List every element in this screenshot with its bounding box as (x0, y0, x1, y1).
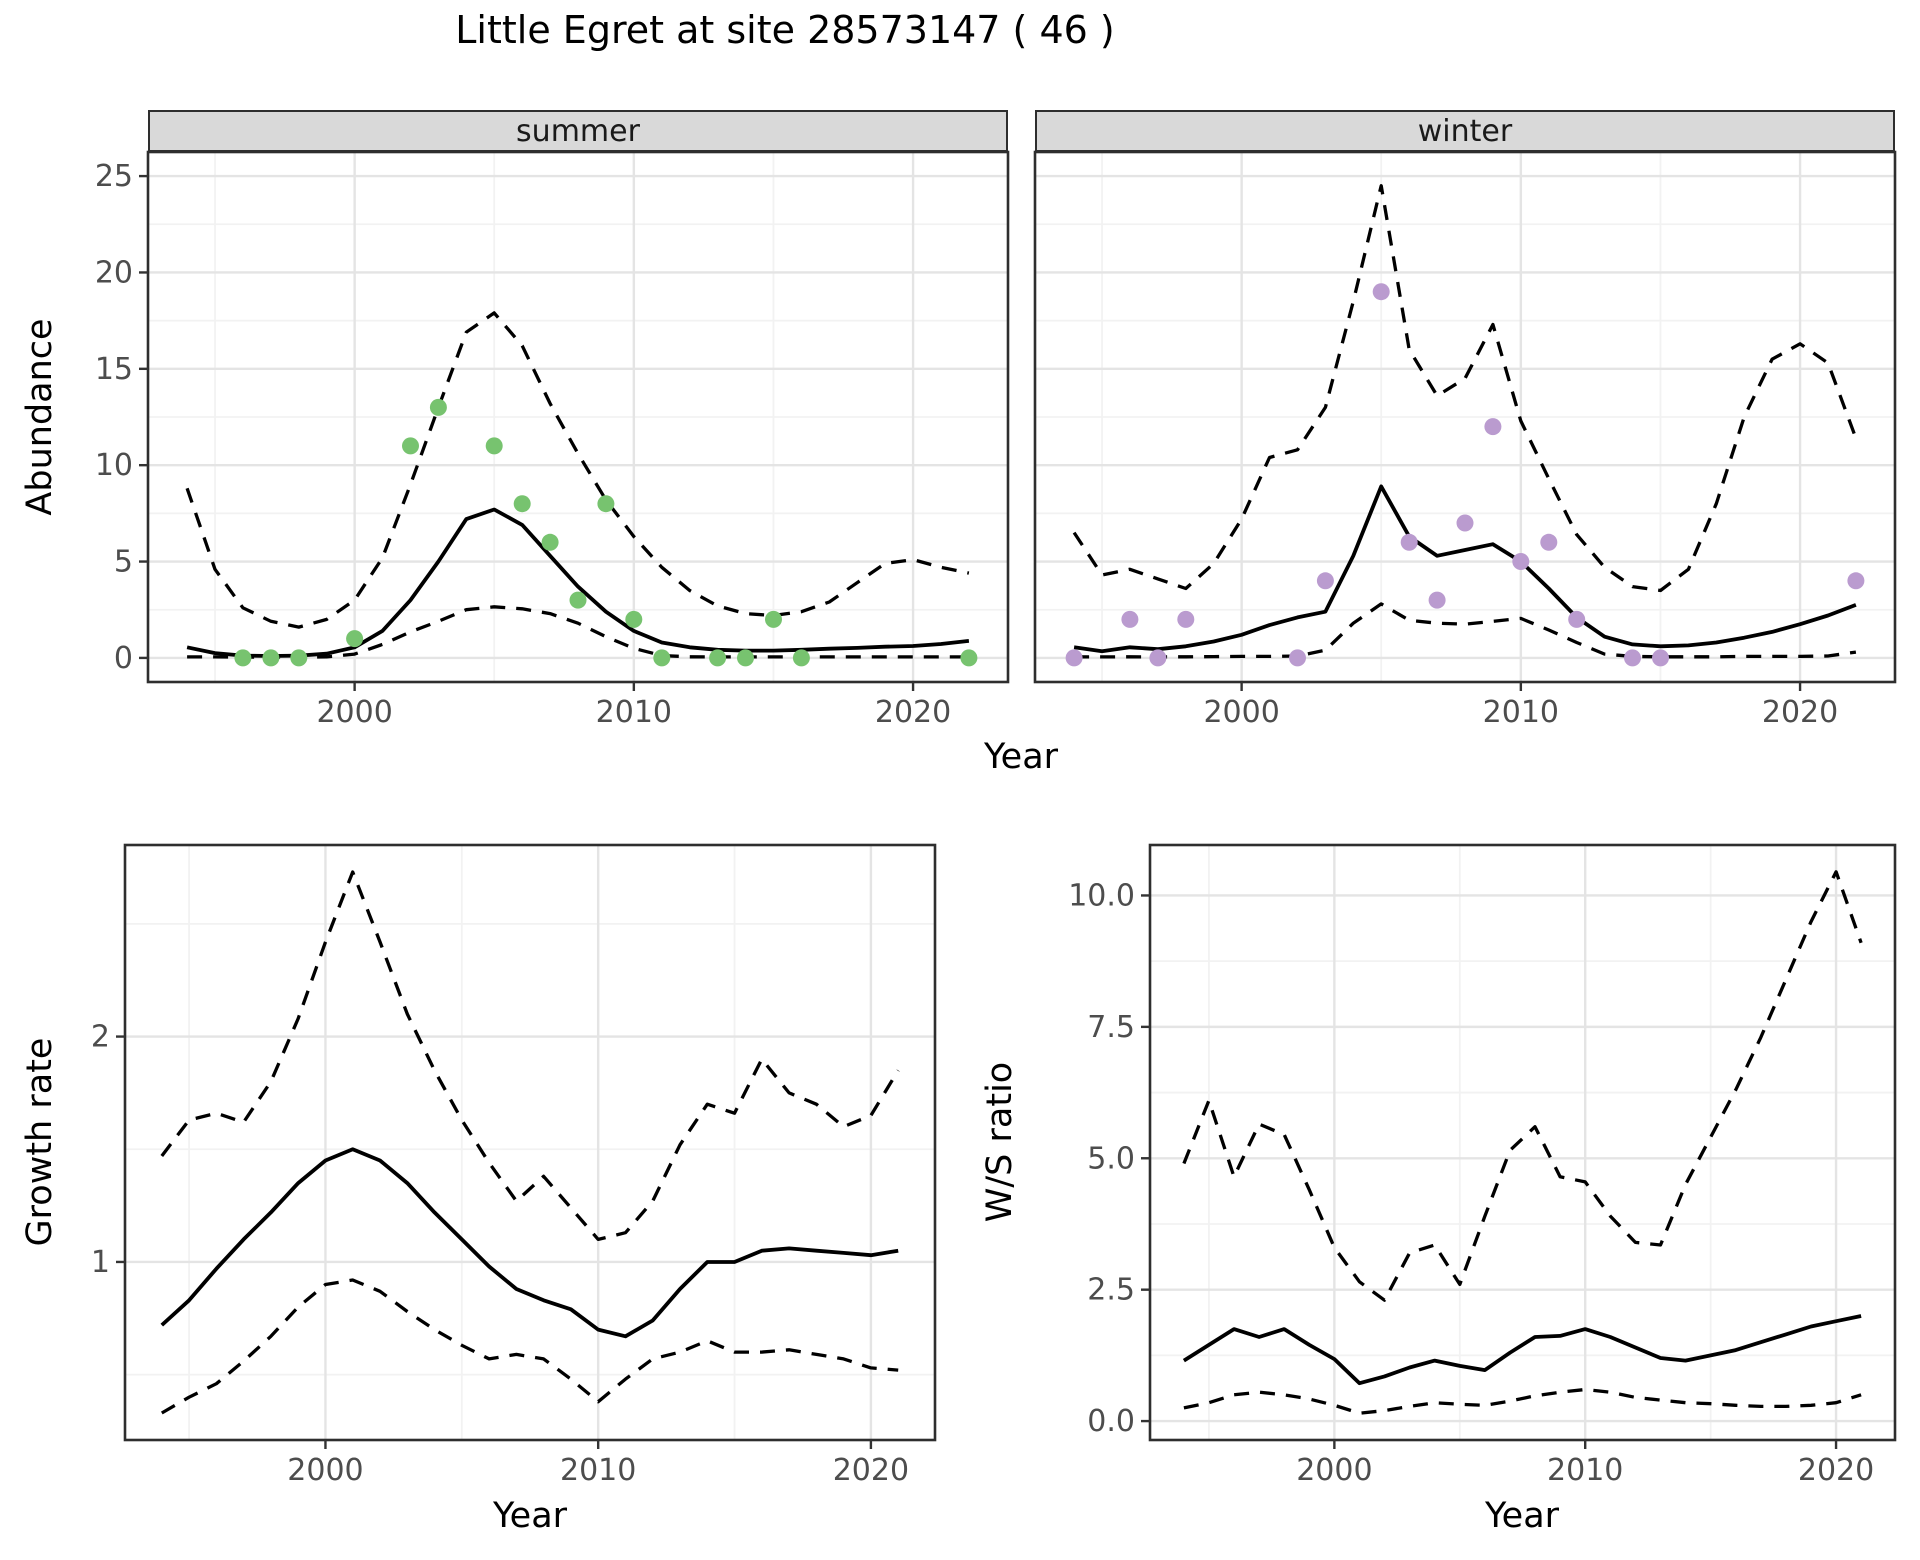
x-tick-label: 2020 (1798, 1453, 1874, 1488)
lower-ci-line (1074, 602, 1857, 659)
x-tick-label: 2000 (1296, 1453, 1372, 1488)
x-axis-title-year-bottom-right: Year (1484, 1496, 1560, 1536)
data-point (1121, 610, 1139, 628)
x-tick-label: 2020 (833, 1453, 909, 1488)
y-tick-label: 15 (95, 352, 133, 387)
upper-ci-line (185, 311, 970, 629)
data-point (485, 437, 503, 455)
x-axis-title-year-top: Year (983, 737, 1059, 777)
facet-strip-summer-label: summer (516, 113, 640, 149)
data-point (1149, 649, 1167, 667)
data-point (541, 533, 559, 551)
data-point (1540, 533, 1558, 551)
y-tick-label: 7.5 (1087, 1010, 1135, 1045)
y-axis-title-growth-rate: Growth rate (20, 1037, 60, 1247)
facet-strip-winter-label: winter (1417, 113, 1513, 149)
y-tick-label: 2 (91, 1020, 110, 1055)
mean-line (1073, 484, 1857, 654)
data-point (737, 649, 754, 667)
data-point (429, 398, 447, 416)
y-axis-title-abundance: Abundance (20, 318, 60, 516)
data-point (346, 630, 364, 648)
data-point (402, 437, 419, 455)
y-axis-title-ws-ratio: W/S ratio (980, 1061, 1020, 1223)
panel-border (146, 150, 1010, 684)
mean-line (160, 1147, 899, 1339)
y-tick-label: 1 (91, 1245, 110, 1280)
x-tick-label: 2000 (1203, 695, 1279, 730)
data-point (1512, 553, 1530, 570)
lower-ci-line (187, 605, 969, 659)
data-point (960, 649, 978, 667)
data-point (290, 649, 308, 667)
lower-ci-line (160, 1278, 899, 1415)
data-point (1289, 649, 1306, 667)
mean-line (1182, 1314, 1862, 1386)
data-point (597, 495, 615, 513)
data-point (1065, 649, 1083, 667)
data-point (1624, 649, 1641, 667)
data-point (1847, 572, 1865, 590)
panel-border (123, 843, 937, 1442)
plot-title: Little Egret at site 28573147 ( 46 ) (455, 8, 1115, 52)
data-point (1456, 514, 1474, 532)
x-tick-label: 2010 (1547, 1453, 1623, 1488)
upper-ci-line (1182, 870, 1863, 1302)
data-point (792, 649, 810, 667)
x-tick-label: 2000 (287, 1453, 363, 1488)
upper-ci-line (1072, 184, 1858, 593)
panel-abundance_summer: 2000 2010 2020 0 5 10 15 20 25 (95, 150, 1010, 730)
y-tick-label: 0 (114, 641, 133, 676)
x-tick-label: 2020 (1762, 695, 1838, 730)
y-tick-label: 10.0 (1068, 878, 1135, 913)
mean-line (186, 507, 970, 658)
panel-border (1033, 150, 1897, 684)
lower-ci-line (1183, 1387, 1862, 1415)
y-tick-label: 25 (95, 159, 133, 194)
panel-ws_ratio: 2000 2010 2020 0.0 2.5 5.0 7.5 10.0 (1068, 843, 1897, 1488)
data-point (1652, 649, 1669, 667)
data-point (1316, 572, 1334, 590)
y-tick-label: 5 (114, 545, 133, 580)
x-tick-label: 2010 (560, 1453, 636, 1488)
data-point (625, 610, 643, 628)
data-point (513, 495, 531, 513)
x-tick-label: 2010 (1483, 695, 1559, 730)
facet-strip-winter: winter (1035, 110, 1895, 152)
data-point (262, 649, 280, 667)
data-point (1568, 610, 1586, 628)
data-point (765, 610, 782, 628)
data-point (709, 649, 727, 667)
data-point (569, 591, 587, 609)
data-point (1484, 418, 1502, 436)
data-point (1428, 591, 1446, 609)
y-tick-label: 5.0 (1087, 1141, 1135, 1176)
x-axis-title-year-bottom-left: Year (492, 1496, 568, 1536)
data-point (653, 649, 671, 667)
y-tick-label: 0.0 (1087, 1404, 1135, 1439)
data-point (1400, 533, 1418, 551)
data-point (1372, 283, 1390, 301)
upper-ci-line (160, 870, 900, 1242)
data-point (1177, 610, 1195, 628)
panel-growth_rate: 2000 2010 2020 1 2 (91, 843, 937, 1488)
x-tick-label: 2000 (316, 695, 392, 730)
panel-border (1148, 843, 1897, 1442)
y-tick-label: 2.5 (1087, 1273, 1135, 1308)
y-tick-label: 10 (95, 448, 133, 483)
x-tick-label: 2020 (875, 695, 951, 730)
y-tick-label: 20 (95, 255, 133, 290)
facet-strip-summer: summer (148, 110, 1008, 152)
x-tick-label: 2010 (596, 695, 672, 730)
data-point (234, 649, 252, 667)
panel-abundance_winter: 2000 2010 2020 (1033, 150, 1897, 730)
